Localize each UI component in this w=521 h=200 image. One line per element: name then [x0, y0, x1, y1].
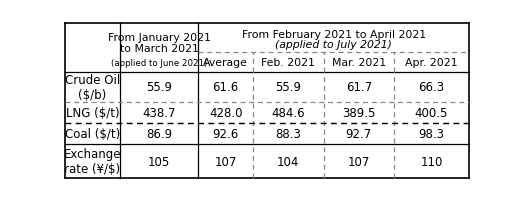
- Text: 61.7: 61.7: [346, 81, 372, 94]
- Text: Coal ($/t): Coal ($/t): [65, 127, 120, 140]
- Text: 105: 105: [148, 155, 170, 168]
- Text: Exchange
rate (¥/$): Exchange rate (¥/$): [64, 147, 121, 175]
- Text: 61.6: 61.6: [213, 81, 239, 94]
- Text: Feb. 2021: Feb. 2021: [261, 58, 315, 68]
- Text: (applied to June 2021): (applied to June 2021): [111, 59, 207, 68]
- Text: LNG ($/t): LNG ($/t): [66, 106, 119, 119]
- Text: 389.5: 389.5: [342, 106, 376, 119]
- Text: Average: Average: [203, 58, 248, 68]
- Text: From February 2021 to April 2021: From February 2021 to April 2021: [242, 30, 426, 40]
- Text: 66.3: 66.3: [418, 81, 444, 94]
- Text: Apr. 2021: Apr. 2021: [405, 58, 458, 68]
- Text: 438.7: 438.7: [142, 106, 176, 119]
- Text: 92.6: 92.6: [213, 127, 239, 140]
- Text: 107: 107: [215, 155, 237, 168]
- Text: 55.9: 55.9: [275, 81, 301, 94]
- Text: 88.3: 88.3: [275, 127, 301, 140]
- Text: Mar. 2021: Mar. 2021: [332, 58, 386, 68]
- Text: 98.3: 98.3: [418, 127, 444, 140]
- Text: 428.0: 428.0: [209, 106, 242, 119]
- Text: 55.9: 55.9: [146, 81, 172, 94]
- Text: Crude Oil
($/b): Crude Oil ($/b): [65, 74, 120, 101]
- Text: 484.6: 484.6: [271, 106, 305, 119]
- Text: to March 2021: to March 2021: [119, 43, 199, 53]
- Text: 92.7: 92.7: [346, 127, 372, 140]
- Text: 104: 104: [277, 155, 300, 168]
- Text: (applied to July 2021): (applied to July 2021): [275, 40, 392, 50]
- Text: 86.9: 86.9: [146, 127, 172, 140]
- Text: From January 2021: From January 2021: [107, 33, 210, 43]
- Text: 107: 107: [348, 155, 370, 168]
- Text: 110: 110: [420, 155, 443, 168]
- Text: 400.5: 400.5: [415, 106, 448, 119]
